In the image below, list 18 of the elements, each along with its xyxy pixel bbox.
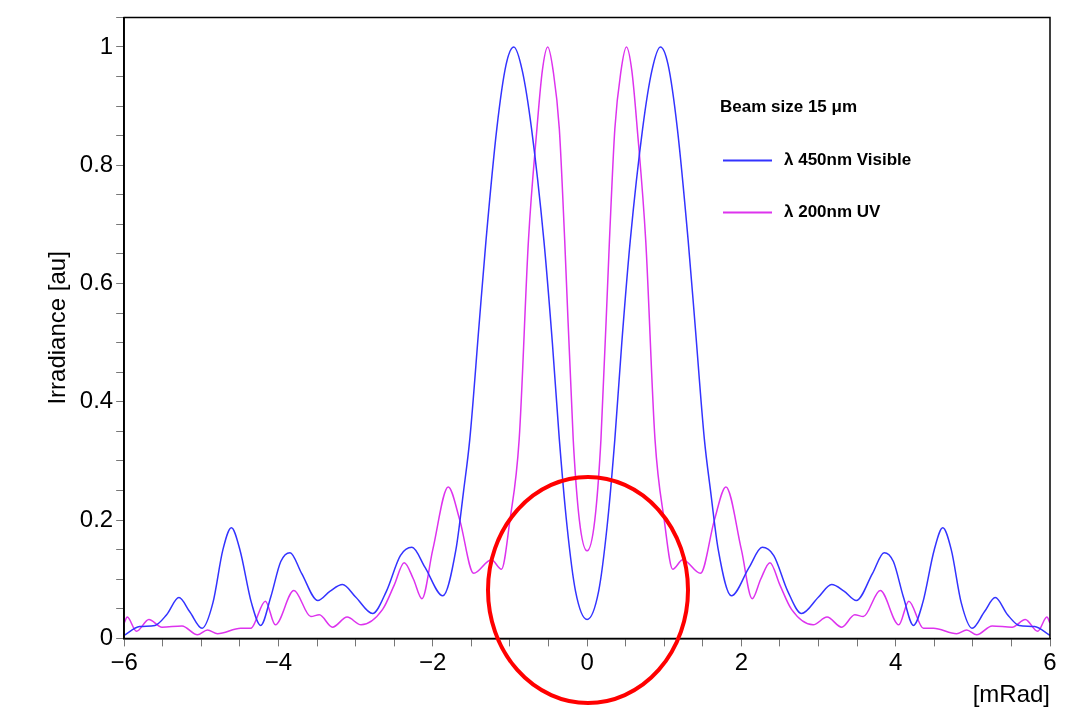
x-tick-label: 6 [1043,648,1057,676]
x-tick-label: 0 [580,648,594,676]
legend-title: Beam size 15 μm [720,97,858,117]
legend-label: λ 450nm Visible [784,150,912,170]
y-tick-label: 1 [99,31,114,59]
x-tick-label: −6 [110,648,138,676]
y-axis-title: Irradiance [au] [43,251,71,405]
y-tick-label: 0.6 [79,268,114,296]
y-tick-label: 0 [99,623,114,651]
y-tick-label: 0.4 [79,386,114,414]
y-tick-label: 0.8 [79,149,114,177]
x-tick-label: −4 [264,648,293,676]
y-tick-label: 0.2 [79,504,114,532]
legend-label: λ 200nm UV [784,202,882,222]
x-tick-label: −2 [419,648,447,676]
x-axis-title: [mRad] [972,680,1050,708]
x-tick-label: 2 [734,648,749,676]
x-tick-label: 4 [889,648,903,676]
